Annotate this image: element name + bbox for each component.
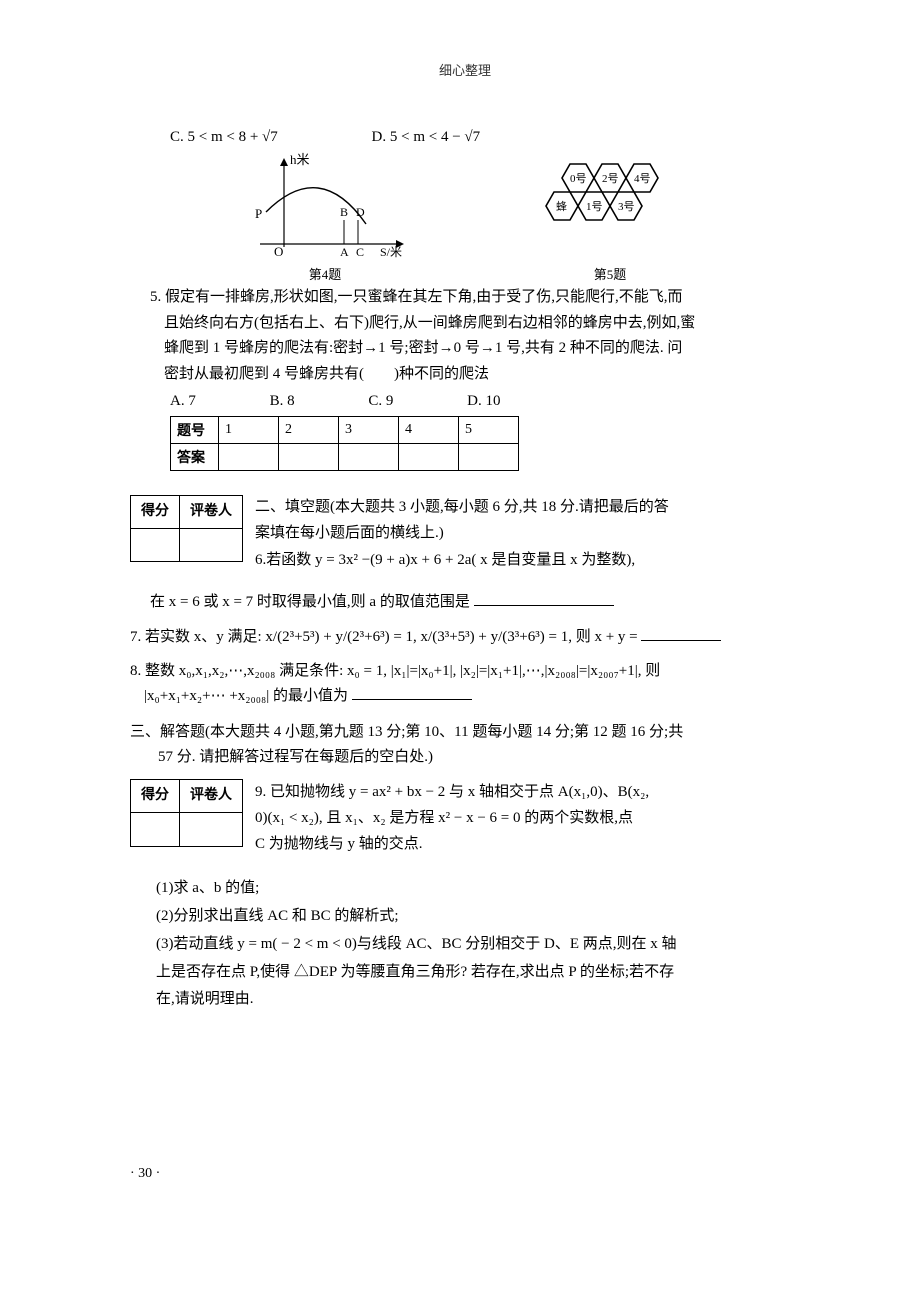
cell-2: 2号 bbox=[602, 172, 619, 185]
sec3-t2: 57 分. 请把解答过程写在每题后的空白处.) bbox=[158, 745, 800, 771]
th-3: 3 bbox=[339, 417, 399, 444]
answer-table: 题号 1 2 3 4 5 答案 bbox=[170, 416, 519, 471]
q5-line4: 密封从最初爬到 4 号蜂房共有( )种不同的爬法 bbox=[164, 362, 800, 388]
section-2-block: 得分 评卷人 二、填空题(本大题共 3 小题,每小题 6 分,共 18 分.请把… bbox=[130, 495, 800, 574]
q5-options: A. 7 B. 8 C. 9 D. 10 bbox=[170, 393, 800, 410]
q8-l2: |x₀+x₁+x₂+⋯ +x₂₀₀₈| 的最小值为 bbox=[144, 688, 348, 704]
sb9-b1 bbox=[131, 813, 180, 847]
q8-blank bbox=[352, 685, 472, 700]
question-8: 8. 整数 x₀,x₁,x₂,⋯,x₂₀₀₈ 满足条件: x₀ = 1, |x₁… bbox=[130, 659, 800, 710]
cell-1: 1号 bbox=[586, 200, 603, 213]
th-1: 1 bbox=[219, 417, 279, 444]
q8-l1: 8. 整数 x₀,x₁,x₂,⋯,x₂₀₀₈ 满足条件: x₀ = 1, |x₁… bbox=[130, 659, 800, 685]
point-c: C bbox=[356, 245, 364, 259]
point-d: D bbox=[356, 205, 365, 219]
td-1 bbox=[219, 444, 279, 471]
sb-blank1 bbox=[131, 528, 180, 561]
sb9-b2 bbox=[180, 813, 243, 847]
q9-sub3b: 上是否存在点 P,使得 △DEP 为等腰直角三角形? 若存在,求出点 P 的坐标… bbox=[156, 959, 800, 987]
sb9-pingjuan: 评卷人 bbox=[180, 779, 243, 813]
cell-3: 3号 bbox=[618, 200, 635, 213]
q7-text: 7. 若实数 x、y 满足: x/(2³+5³) + y/(2³+6³) = 1… bbox=[130, 629, 641, 645]
q9-sub3: (3)若动直线 y = m( − 2 < m < 0)与线段 AC、BC 分别相… bbox=[156, 931, 800, 959]
q5-line1: 5. 假定有一排蜂房,形状如图,一只蜜蜂在其左下角,由于受了伤,只能爬行,不能飞… bbox=[150, 285, 800, 311]
figure-4: h米 P O B D A C S/米 第4题 bbox=[240, 152, 410, 283]
th-2: 2 bbox=[279, 417, 339, 444]
page-number: · 30 · bbox=[130, 1166, 160, 1182]
td-5 bbox=[459, 444, 519, 471]
th-4: 4 bbox=[399, 417, 459, 444]
td-2 bbox=[279, 444, 339, 471]
s-axis-label: S/米 bbox=[380, 245, 402, 259]
q7-blank bbox=[641, 626, 721, 641]
score-box-q9: 得分 评卷人 bbox=[130, 779, 243, 847]
parabola-diagram: h米 P O B D A C S/米 bbox=[240, 152, 410, 262]
sec3-t1: 三、解答题(本大题共 4 小题,第九题 13 分;第 10、11 题每小题 14… bbox=[130, 720, 800, 746]
cell-4: 4号 bbox=[634, 172, 651, 185]
sb9-defen: 得分 bbox=[131, 779, 180, 813]
point-b: B bbox=[340, 205, 348, 219]
option-c: C. 5 < m < 8 + √7 bbox=[170, 129, 278, 146]
question-9: 得分 评卷人 9. 已知抛物线 y = ax² + bx − 2 与 x 轴相交… bbox=[130, 779, 800, 858]
td-3 bbox=[339, 444, 399, 471]
th-5: 5 bbox=[459, 417, 519, 444]
sb-defen: 得分 bbox=[131, 496, 180, 529]
q5-opt-b: B. 8 bbox=[270, 393, 295, 410]
h-axis-label: h米 bbox=[290, 152, 310, 167]
cell-bee: 蜂 bbox=[556, 199, 567, 213]
q5-line3: 蜂爬到 1 号蜂房的爬法有:密封→1 号;密封→0 号→1 号,共有 2 种不同… bbox=[164, 336, 800, 362]
option-d: D. 5 < m < 4 − √7 bbox=[372, 129, 481, 146]
fig5-caption: 第5题 bbox=[530, 264, 690, 283]
th-num: 题号 bbox=[171, 417, 219, 444]
sb-blank2 bbox=[180, 528, 243, 561]
q9-sub3c: 在,请说明理由. bbox=[156, 986, 800, 1014]
section-3-heading: 三、解答题(本大题共 4 小题,第九题 13 分;第 10、11 题每小题 14… bbox=[130, 720, 800, 771]
figures-row: h米 P O B D A C S/米 第4题 bbox=[130, 152, 800, 283]
q6-l2-wrap: 在 x = 6 或 x = 7 时取得最小值,则 a 的取值范围是 bbox=[150, 590, 800, 616]
q6-l2: 在 x = 6 或 x = 7 时取得最小值,则 a 的取值范围是 bbox=[150, 594, 470, 610]
point-o: O bbox=[274, 244, 283, 259]
q5-opt-a: A. 7 bbox=[170, 393, 196, 410]
point-p: P bbox=[255, 206, 262, 221]
sb-pingjuan: 评卷人 bbox=[180, 496, 243, 529]
q4-options-cd: C. 5 < m < 8 + √7 D. 5 < m < 4 − √7 bbox=[170, 129, 800, 146]
question-7: 7. 若实数 x、y 满足: x/(2³+5³) + y/(2³+6³) = 1… bbox=[130, 625, 800, 651]
honeycomb-diagram: 0号 2号 4号 蜂 1号 3号 bbox=[530, 152, 690, 262]
q9-sub2: (2)分别求出直线 AC 和 BC 的解析式; bbox=[156, 903, 800, 931]
fig4-caption: 第4题 bbox=[240, 264, 410, 283]
question-5: 5. 假定有一排蜂房,形状如图,一只蜜蜂在其左下角,由于受了伤,只能爬行,不能飞… bbox=[150, 285, 800, 387]
q9-sub1: (1)求 a、b 的值; bbox=[156, 875, 800, 903]
table-row: 答案 bbox=[171, 444, 519, 471]
table-row: 题号 1 2 3 4 5 bbox=[171, 417, 519, 444]
cell-0: 0号 bbox=[570, 172, 587, 185]
th-ans: 答案 bbox=[171, 444, 219, 471]
q5-opt-c: C. 9 bbox=[368, 393, 393, 410]
figure-5: 0号 2号 4号 蜂 1号 3号 第5题 bbox=[530, 152, 690, 283]
td-4 bbox=[399, 444, 459, 471]
page-header: 细心整理 bbox=[130, 60, 800, 79]
score-box: 得分 评卷人 bbox=[130, 495, 243, 562]
q6-blank bbox=[474, 591, 614, 606]
point-a: A bbox=[340, 245, 349, 259]
q5-line2: 且始终向右方(包括右上、右下)爬行,从一间蜂房爬到右边相邻的蜂房中去,例如,蜜 bbox=[164, 311, 800, 337]
q5-opt-d: D. 10 bbox=[467, 393, 500, 410]
